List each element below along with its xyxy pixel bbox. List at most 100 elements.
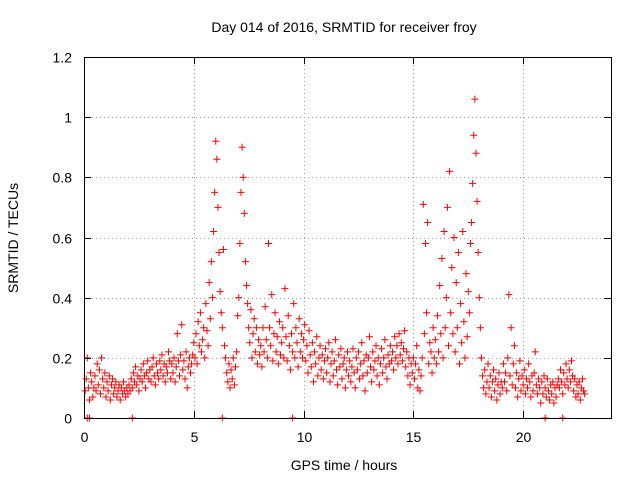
data-point — [237, 188, 245, 196]
data-point — [301, 321, 309, 329]
data-point — [408, 369, 416, 377]
data-point — [173, 330, 181, 338]
data-point — [203, 327, 211, 335]
data-point — [325, 339, 333, 347]
data-point — [443, 203, 451, 211]
data-point — [340, 354, 348, 362]
data-point — [151, 381, 159, 389]
data-point — [461, 354, 469, 362]
data-point — [410, 375, 418, 383]
data-point — [347, 378, 355, 386]
data-point — [93, 360, 101, 368]
data-point — [242, 282, 250, 290]
data-point — [550, 399, 558, 407]
data-point — [143, 369, 151, 377]
data-point — [348, 363, 356, 371]
data-point — [285, 342, 293, 350]
data-point — [441, 324, 449, 332]
data-point — [494, 381, 502, 389]
data-point — [438, 255, 446, 263]
data-point — [177, 351, 185, 359]
data-point — [509, 360, 517, 368]
data-point — [252, 324, 260, 332]
data-point — [149, 354, 157, 362]
data-point — [337, 345, 345, 353]
x-tick-label: 20 — [516, 429, 532, 445]
data-point — [491, 387, 499, 395]
data-point — [386, 342, 394, 350]
data-point — [227, 366, 235, 374]
data-point — [554, 375, 562, 383]
data-point — [527, 393, 535, 401]
data-point — [505, 291, 513, 299]
data-point — [538, 378, 546, 386]
data-point — [349, 345, 357, 353]
data-point — [453, 324, 461, 332]
data-point — [504, 354, 512, 362]
data-point — [406, 381, 414, 389]
data-point — [451, 348, 459, 356]
data-point — [552, 393, 560, 401]
data-point — [516, 357, 524, 365]
data-point — [150, 372, 158, 380]
data-point — [223, 369, 231, 377]
data-point — [259, 324, 267, 332]
data-point — [345, 372, 353, 380]
data-point — [477, 354, 485, 362]
data-point — [144, 357, 152, 365]
data-point — [446, 167, 454, 175]
data-point — [224, 378, 232, 386]
data-point — [238, 143, 246, 151]
data-point — [379, 369, 387, 377]
data-point — [486, 372, 494, 380]
data-point — [394, 360, 402, 368]
data-point — [392, 354, 400, 362]
data-point — [320, 357, 328, 365]
data-point — [575, 378, 583, 386]
data-point — [95, 366, 103, 374]
data-point — [401, 327, 409, 335]
data-point — [286, 366, 294, 374]
data-point — [359, 372, 367, 380]
data-point — [262, 336, 270, 344]
data-point — [331, 336, 339, 344]
data-point — [382, 363, 390, 371]
data-point — [113, 393, 121, 401]
data-point — [91, 372, 99, 380]
data-point — [499, 360, 507, 368]
data-point — [94, 381, 102, 389]
data-point — [474, 249, 482, 257]
data-point — [132, 363, 140, 371]
data-point — [558, 378, 566, 386]
data-point — [186, 369, 194, 377]
data-point — [442, 294, 450, 302]
data-point — [111, 384, 119, 392]
data-point — [204, 342, 212, 350]
data-point — [459, 227, 467, 235]
data-point — [457, 300, 465, 308]
data-point — [100, 384, 108, 392]
data-point — [492, 375, 500, 383]
data-point — [404, 372, 412, 380]
data-point — [487, 393, 495, 401]
data-point — [138, 378, 146, 386]
data-point — [206, 315, 214, 323]
data-point — [532, 381, 540, 389]
data-point — [570, 387, 578, 395]
data-point — [158, 351, 166, 359]
x-tick-labels: 0 5 10 15 20 — [81, 429, 532, 445]
data-point — [389, 348, 397, 356]
data-point — [283, 357, 291, 365]
data-point — [514, 393, 522, 401]
data-point — [303, 342, 311, 350]
data-point — [263, 354, 271, 362]
data-point — [235, 294, 243, 302]
data-point — [328, 348, 336, 356]
data-point — [445, 342, 453, 350]
data-point — [221, 342, 229, 350]
y-axis-label: SRMTID / TECUs — [5, 183, 21, 293]
data-point — [250, 315, 258, 323]
data-point — [277, 351, 285, 359]
data-point — [515, 375, 523, 383]
